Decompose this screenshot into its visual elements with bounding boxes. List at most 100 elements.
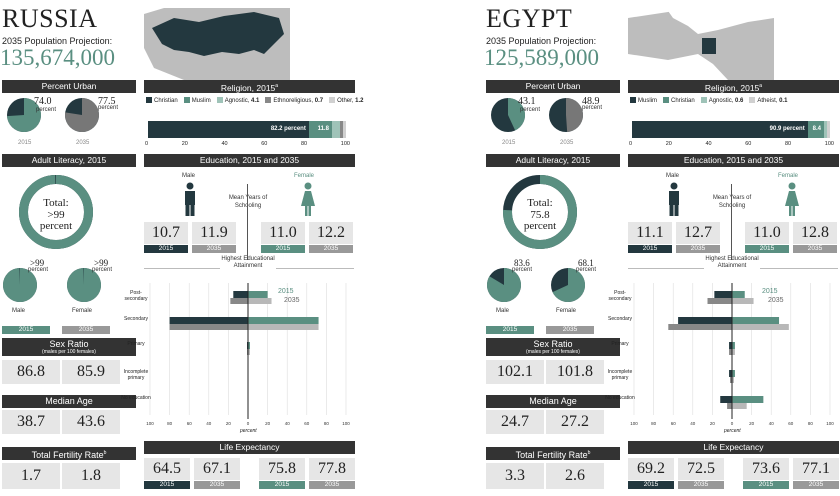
urban-2015-pie (491, 98, 525, 132)
literacy-female-pie-slice (552, 268, 585, 302)
life-tag-female-2015: 2015 (259, 481, 305, 489)
education-header: Education, 2015 and 2035 (628, 154, 839, 167)
religion-bar-ticks: 0 20 40 60 80 100 (629, 141, 834, 147)
religion-tick: 100 (824, 141, 834, 147)
bar-male-2035 (707, 298, 732, 304)
russia-panel: RUSSIA 2035 Population Projection: 135,674… (0, 0, 363, 496)
year-tag-2035: 2035 (546, 326, 594, 334)
bar-female-2035 (732, 349, 735, 355)
axis-tick: 80 (651, 421, 657, 426)
urban-2035-pie (549, 98, 583, 132)
attain-rule-right (276, 268, 354, 269)
sex-ratio-2035: 85.9 (62, 360, 120, 384)
attain-axis-unit: percent (240, 428, 257, 434)
bar-female-2035 (248, 349, 250, 355)
median-age-2035: 27.2 (546, 410, 604, 434)
religion-bar: 90.9 percent 8.4 (632, 121, 830, 138)
religion-legend-item: Muslim (630, 97, 657, 104)
urban-2035-pie-slice (65, 98, 99, 132)
religion-tick: 40 (705, 141, 712, 147)
edu-female-label: Female (778, 173, 799, 179)
literacy-total-label: Total: (43, 197, 69, 209)
literacy-male-pie-slice (487, 268, 521, 302)
religion-bar-label-1: 82.2 percent (270, 126, 306, 132)
legend-sep: , (351, 97, 356, 104)
axis-tick: 100 (826, 421, 834, 426)
urban-2035-unit: percent (582, 105, 603, 111)
edu-male-2015: 10.7 (144, 222, 188, 244)
literacy-female-value: 68.1 (578, 258, 594, 268)
edu-male-2035: 11.9 (192, 222, 236, 244)
legend-label: Agnostic (708, 97, 732, 104)
sex-ratio-2015: 86.8 (2, 360, 60, 384)
fertility-header: Total Fertility Rateb (2, 447, 136, 460)
religion-tick: 60 (261, 141, 268, 147)
religion-tick: 20 (181, 141, 188, 147)
axis-tick: 40 (769, 421, 775, 426)
life-tag-female-2015: 2015 (743, 481, 789, 489)
literacy-female-label: Female (556, 308, 577, 314)
literacy-male-pie (487, 268, 521, 302)
axis-tick: 0 (247, 421, 250, 426)
edu-tag-female-2035: 2035 (309, 245, 353, 253)
projection-label: 2035 Population Projection: (486, 36, 597, 46)
religion-title: Religion, 2015 (704, 82, 760, 93)
axis-tick: 20 (226, 421, 232, 426)
urban-2035-value: 77.5 (98, 96, 116, 107)
attain-category: Secondary (124, 316, 148, 322)
bar-female-2015 (732, 396, 764, 403)
attain-category: Post-secondary (124, 290, 148, 302)
urban-2035-unit: percent (98, 105, 119, 111)
country-name: RUSSIA (2, 4, 98, 33)
bar-male-2035 (730, 377, 732, 383)
religion-bar-segment (331, 121, 340, 138)
life-male-2015: 64.5 (144, 458, 190, 480)
religion-tick: 0 (145, 141, 149, 147)
religion-bar-segment: 90.9 percent (632, 121, 808, 138)
projection-value: 125,589,000 (484, 45, 599, 70)
legend-value: 1.2 (355, 97, 364, 104)
literacy-male-label: Male (12, 308, 26, 314)
bar-male-2015 (720, 396, 732, 403)
mean-years-label: Mean Years of Schooling (228, 195, 268, 209)
religion-legend-item: Ethnoreligious, 0.7 (265, 97, 323, 104)
religion-bar-segment (343, 121, 346, 138)
religion-title: Religion, 2015 (220, 82, 276, 93)
attain-category: No education (605, 395, 635, 401)
median-age-2035: 43.6 (62, 410, 120, 434)
urban-2035-value: 48.9 (582, 96, 600, 107)
axis-tick: 80 (808, 421, 814, 426)
life-expectancy-header: Life Expectancy (628, 441, 839, 454)
literacy-total-value: 75.8 (530, 209, 550, 221)
female-icon (301, 182, 315, 216)
life-expectancy-header: Life Expectancy (144, 441, 355, 454)
sex-ratio-subtitle: (males per 100 females) (42, 349, 96, 355)
edu-female-2035: 12.8 (793, 222, 837, 244)
edu-tag-male-2035: 2035 (676, 245, 720, 253)
axis-tick: 80 (167, 421, 173, 426)
religion-header: Religion, 2015a (144, 80, 355, 93)
percent-urban-header: Percent Urban (2, 80, 136, 93)
bar-female-2015 (248, 342, 250, 349)
religion-tick: 20 (665, 141, 672, 147)
religion-legend-item: Agnostic, 4.1 (216, 97, 259, 104)
literacy-total-label: Total: (527, 197, 553, 209)
religion-legend-item: Christian (146, 97, 178, 104)
literacy-male-value: >99 (30, 258, 45, 268)
life-tag-female-2035: 2035 (793, 481, 839, 489)
legend-label: Christian (671, 97, 695, 104)
attain-legend-2015: 2015 (762, 288, 778, 295)
religion-bar-segment (340, 121, 343, 138)
axis-tick: 0 (731, 421, 734, 426)
edu-tag-female-2015: 2015 (261, 245, 305, 253)
bar-female-2035 (732, 377, 734, 383)
life-tag-male-2015: 2015 (144, 481, 190, 489)
attainment-label: Highest Educational Attainment (221, 256, 275, 269)
attain-legend-2035: 2035 (284, 297, 300, 304)
fertility-sup: b (103, 450, 107, 456)
bar-male-2015 (678, 317, 732, 324)
sex-ratio-title: Sex Ratio (533, 339, 573, 349)
literacy-male-pie-slice (3, 268, 38, 302)
bar-female-2015 (248, 291, 268, 298)
edu-tag-female-2035: 2035 (793, 245, 837, 253)
